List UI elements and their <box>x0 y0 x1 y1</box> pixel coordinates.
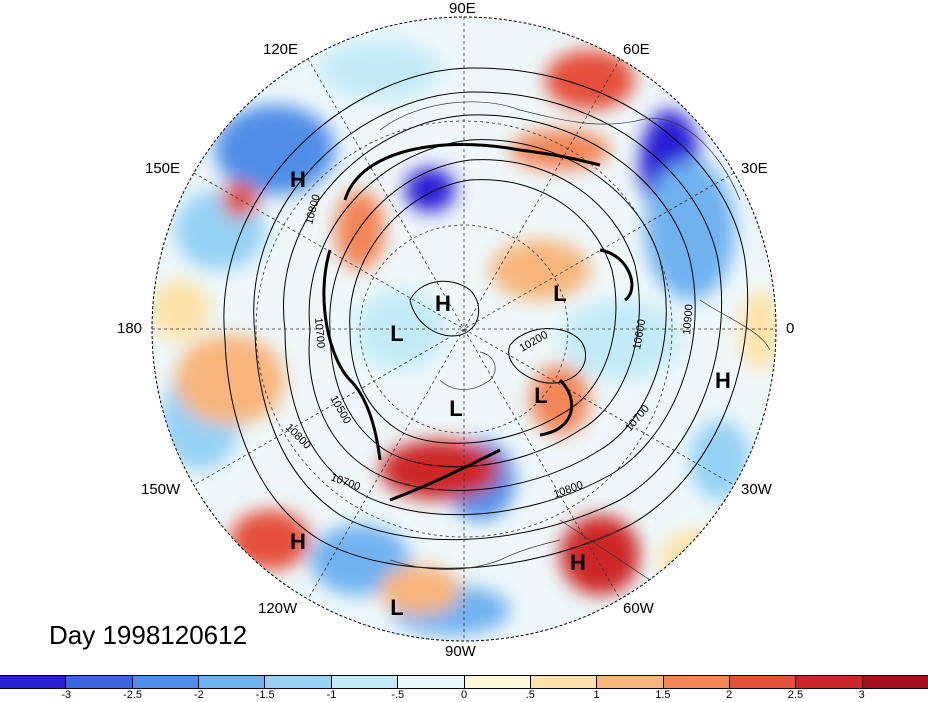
high-pressure-center: H <box>290 167 306 192</box>
anomaly-field <box>152 17 776 641</box>
colorbar-tick-label: 2 <box>726 689 733 701</box>
colorbar-tick-label: -2.5 <box>123 689 143 701</box>
colorbar-tick-labels: -3 -2.5 -2 -1.5 -1 -.5 0 .5 1 1.5 2 2.5 3 <box>0 689 928 702</box>
colorbar-swatch <box>66 676 133 688</box>
longitude-label: 120W <box>258 600 298 617</box>
colorbar-swatch <box>862 676 928 688</box>
colorbar-tick-label: -3 <box>61 689 72 701</box>
colorbar-tick-label: 1.5 <box>655 689 671 701</box>
longitude-label: 60W <box>623 600 654 617</box>
colorbar-swatch <box>398 676 465 688</box>
colorbar-tick-label: 2.5 <box>787 689 804 701</box>
jet-contours <box>322 142 634 502</box>
colorbar-swatch <box>331 676 399 688</box>
contour-label: 10700 <box>312 317 327 349</box>
colorbar-swatch <box>663 676 730 688</box>
contour-label: 10600 <box>631 318 648 350</box>
contour-label: 10900 <box>681 304 696 336</box>
colorbar-tick-label: .5 <box>525 689 535 701</box>
contour-label-group: 10600 10900 10700 10800 10700 10800 1050… <box>283 193 696 501</box>
longitude-label: 120E <box>263 41 299 58</box>
height-contours <box>223 67 749 569</box>
colorbar-tick-label: -1.5 <box>255 689 275 701</box>
colorbar-swatch <box>132 676 200 688</box>
high-pressure-center: H <box>715 368 731 393</box>
colorbar-swatch <box>199 676 266 688</box>
longitude-label: 90E <box>449 0 476 17</box>
longitude-label: 150W <box>141 481 181 498</box>
high-pressure-center: H <box>435 291 451 316</box>
colorbar-swatch <box>265 676 332 688</box>
colorbar-swatch <box>530 676 598 688</box>
colorbar-swatch <box>729 676 797 688</box>
low-pressure-center: L <box>390 595 403 620</box>
colorbar-tick-label: -.5 <box>391 689 405 701</box>
colorbar-swatch <box>0 676 67 688</box>
polar-stereographic-map: 10600 10900 10700 10800 10700 10800 1050… <box>151 16 777 642</box>
low-pressure-center: L <box>534 383 547 408</box>
longitude-label: 30W <box>741 481 772 498</box>
longitude-label: 0 <box>786 320 795 337</box>
longitude-label: 90W <box>445 643 476 660</box>
colorbar-tick-label: 0 <box>460 689 468 701</box>
plot-title: Day 1998120612 <box>49 620 248 650</box>
colorbar-tick-label: -1 <box>326 689 337 701</box>
longitude-label: 30E <box>741 160 768 177</box>
high-pressure-center: H <box>290 529 306 554</box>
colorbar <box>0 675 928 689</box>
longitude-label: 180 <box>117 320 143 337</box>
low-pressure-center: L <box>390 321 403 346</box>
pressure-centers: H H H H H L L L L L <box>290 167 731 620</box>
graticule <box>152 17 776 641</box>
high-pressure-center: H <box>570 550 586 575</box>
low-pressure-center: L <box>449 396 462 421</box>
colorbar-tick-label: 1 <box>593 689 600 701</box>
map-boundary <box>151 16 777 642</box>
low-pressure-center: L <box>553 281 566 306</box>
colorbar-swatch <box>597 676 664 688</box>
longitude-label: 150E <box>145 160 181 177</box>
colorbar-tick-label: 3 <box>858 689 865 701</box>
longitude-label: 60E <box>623 41 650 58</box>
colorbar-swatch <box>464 676 531 688</box>
colorbar-tick-label: -2 <box>193 689 204 701</box>
colorbar-swatch <box>796 676 863 688</box>
